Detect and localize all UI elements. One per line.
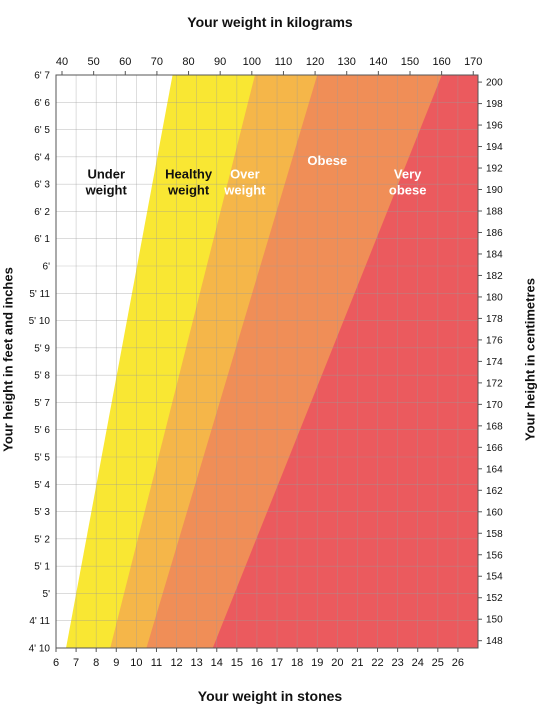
stones-tick-label: 14 <box>211 657 223 669</box>
feet-inches-tick-label: 5' 8 <box>34 371 50 382</box>
feet-inches-tick-label: 5' 10 <box>29 316 51 327</box>
cm-tick-label: 182 <box>486 271 503 282</box>
stones-tick-label: 23 <box>391 657 403 669</box>
cm-tick-label: 160 <box>486 507 503 518</box>
kg-tick-label: 70 <box>151 56 163 68</box>
feet-inches-tick-label: 6' 1 <box>34 234 50 245</box>
stones-tick-label: 15 <box>231 657 243 669</box>
kg-tick-label: 50 <box>88 56 100 68</box>
kg-tick-label: 40 <box>56 56 68 68</box>
stones-tick-label: 12 <box>170 657 182 669</box>
feet-inches-tick-label: 5' 4 <box>34 480 50 491</box>
stones-tick-label: 7 <box>73 657 79 669</box>
feet-inches-tick-label: 6' 3 <box>34 180 50 191</box>
kg-tick-label: 140 <box>369 56 387 68</box>
cm-tick-label: 166 <box>486 443 503 454</box>
stones-tick-label: 26 <box>452 657 464 669</box>
band-label-3: Obese <box>307 153 347 168</box>
stones-tick-label: 16 <box>251 657 263 669</box>
kg-tick-label: 80 <box>182 56 194 68</box>
cm-tick-label: 156 <box>486 550 503 561</box>
cm-tick-label: 158 <box>486 529 503 540</box>
stones-tick-label: 20 <box>331 657 343 669</box>
cm-tick-label: 180 <box>486 292 503 303</box>
feet-inches-tick-label: 5' 5 <box>34 453 50 464</box>
stones-tick-label: 13 <box>191 657 203 669</box>
feet-inches-tick-label: 5' 3 <box>34 507 50 518</box>
feet-inches-tick-label: 5' 6 <box>34 425 50 436</box>
stones-tick-label: 19 <box>311 657 323 669</box>
band-label-2: Over weight <box>223 167 266 198</box>
cm-tick-label: 190 <box>486 185 503 196</box>
cm-tick-label: 194 <box>486 142 503 153</box>
stones-tick-label: 11 <box>151 657 162 669</box>
cm-tick-label: 198 <box>486 99 503 110</box>
stones-tick-label: 8 <box>93 657 99 669</box>
cm-tick-label: 174 <box>486 357 503 368</box>
band-label-1: Healthy weight <box>165 167 213 198</box>
feet-inches-tick-label: 5' 7 <box>34 398 50 409</box>
cm-tick-label: 164 <box>486 464 503 475</box>
cm-tick-label: 188 <box>486 206 503 217</box>
cm-tick-label: 178 <box>486 314 503 325</box>
kg-tick-label: 120 <box>306 56 324 68</box>
kg-tick-label: 60 <box>119 56 131 68</box>
stones-axis-title: Your weight in stones <box>197 688 343 704</box>
kg-tick-label: 100 <box>243 56 261 68</box>
feet-inches-tick-label: 6' 2 <box>34 207 50 218</box>
feet-inches-tick-label: 5' 11 <box>29 289 50 300</box>
kg-tick-label: 90 <box>214 56 226 68</box>
kg-tick-label: 110 <box>275 56 293 68</box>
band-label-0: Under weight <box>85 167 128 198</box>
stones-tick-label: 24 <box>412 657 424 669</box>
feet-inches-tick-label: 6' 4 <box>34 152 50 163</box>
cm-tick-label: 152 <box>486 593 503 604</box>
stones-tick-label: 25 <box>432 657 444 669</box>
feet-inches-tick-label: 6' 7 <box>34 71 50 82</box>
feet-inches-tick-label: 5' 1 <box>34 562 50 573</box>
cm-tick-label: 148 <box>486 636 503 647</box>
kg-tick-label: 170 <box>464 56 482 68</box>
feet-inches-tick-label: 6' 6 <box>34 98 50 109</box>
cm-tick-label: 184 <box>486 249 503 260</box>
cm-tick-label: 168 <box>486 421 503 432</box>
stones-tick-label: 21 <box>351 657 363 669</box>
cm-tick-label: 192 <box>486 164 503 175</box>
stones-tick-label: 17 <box>271 657 283 669</box>
stones-tick-label: 22 <box>371 657 383 669</box>
cm-tick-label: 200 <box>486 78 503 89</box>
kg-tick-label: 160 <box>432 56 450 68</box>
cm-tick-label: 150 <box>486 615 503 626</box>
stones-tick-label: 9 <box>113 657 119 669</box>
cm-tick-label: 196 <box>486 121 503 132</box>
cm-tick-label: 170 <box>486 400 503 411</box>
cm-tick-label: 176 <box>486 335 503 346</box>
feet-inches-tick-label: 5' <box>43 589 51 600</box>
feet-inches-tick-label: 6' 5 <box>34 125 50 136</box>
band-label-4: Very obese <box>389 167 427 198</box>
cm-tick-label: 162 <box>486 486 503 497</box>
cm-tick-label: 186 <box>486 228 503 239</box>
kg-tick-label: 130 <box>338 56 356 68</box>
cm-tick-label: 172 <box>486 378 503 389</box>
cm-tick-label: 154 <box>486 572 503 583</box>
feet-inches-tick-label: 5' 2 <box>34 534 50 545</box>
feet-inches-tick-label: 6' <box>43 262 51 273</box>
stones-tick-label: 6 <box>53 657 59 669</box>
kg-tick-label: 150 <box>401 56 419 68</box>
stones-tick-label: 10 <box>130 657 142 669</box>
feet-inches-tick-label: 4' 10 <box>29 644 51 655</box>
feet-inches-tick-label: 4' 11 <box>29 616 50 627</box>
feet-inches-tick-label: 5' 9 <box>34 343 50 354</box>
kilograms-axis-title: Your weight in kilograms <box>187 14 353 30</box>
band-very-obese <box>212 75 478 648</box>
stones-tick-label: 18 <box>291 657 303 669</box>
